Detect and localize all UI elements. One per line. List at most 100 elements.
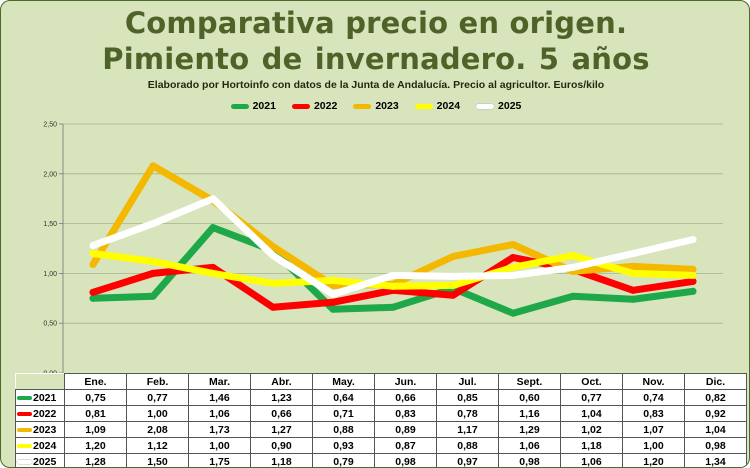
data-point-2025	[509, 271, 517, 279]
data-label: 1,75	[188, 453, 251, 467]
data-point-2022	[269, 303, 277, 311]
data-label: 0,98	[374, 453, 437, 467]
data-point-2024	[329, 276, 337, 284]
y-tick-label: 2,50	[43, 122, 57, 129]
data-point-2025	[569, 263, 577, 271]
data-label: 0,71	[312, 405, 375, 422]
chart-title-line2: Pimiento de invernadero. 5 años	[102, 42, 650, 76]
data-label: 1,29	[498, 421, 561, 438]
x-tick-label: Mar.	[188, 373, 251, 390]
table-row: 2021 0,75 0,77 1,46 1,23 0,64 0,66 0,85 0,60 0,77…	[15, 389, 747, 406]
row-swatch	[17, 443, 32, 448]
data-label: 1,23	[250, 389, 313, 406]
data-label: 0,79	[312, 453, 375, 467]
data-point-2022	[209, 263, 217, 271]
row-series-name: 2024	[33, 439, 57, 452]
legend-swatch	[476, 103, 495, 109]
data-point-2023	[449, 252, 457, 260]
row-swatch	[17, 427, 32, 432]
y-tick-label: 0,50	[43, 321, 57, 328]
data-label: 1,12	[126, 437, 189, 454]
legend-label: 2024	[436, 100, 461, 112]
data-label: 0,77	[126, 389, 189, 406]
legend-item-2025: 2025	[476, 98, 521, 114]
data-label: 1,73	[188, 421, 251, 438]
table-row: 2022 0,81 1,00 1,06 0,66 0,71 0,83 0,78 1,16 1,04…	[15, 405, 747, 422]
data-label: 0,92	[684, 405, 747, 422]
legend-label: 2021	[252, 100, 276, 112]
row-series-name: 2021	[33, 391, 57, 404]
data-point-2022	[149, 269, 157, 277]
table-row: 2025 1,28 1,50 1,75 1,18 0,79 0,98 0,97 0,98 1,06…	[15, 453, 747, 467]
y-tick-label: 0,00	[43, 371, 57, 374]
data-label: 0,83	[622, 405, 685, 422]
data-label: 0,97	[436, 453, 499, 467]
y-tick-label: 2,00	[43, 171, 57, 178]
y-tick-label: 1,50	[43, 221, 57, 228]
data-label: 0,88	[312, 421, 375, 438]
data-point-2023	[509, 241, 517, 249]
data-label: 1,06	[560, 453, 623, 467]
x-tick-label: Ene.	[64, 373, 127, 390]
line-chart: 0,00 0,50 1,00 1,50 2,00 2,50	[43, 122, 723, 374]
x-tick-label: Jul.	[436, 373, 499, 390]
data-label: 0,60	[498, 389, 561, 406]
data-label: 0,74	[622, 389, 685, 406]
data-point-2021	[509, 309, 517, 317]
data-point-2021	[629, 295, 637, 303]
data-label: 0,75	[64, 389, 127, 406]
row-swatch	[17, 411, 32, 416]
data-point-2025	[329, 290, 337, 298]
data-point-2024	[149, 257, 157, 265]
table-row: 2024 1,20 1,12 1,00 0,90 0,93 0,87 0,88 1,06 1,18…	[15, 437, 747, 454]
row-series-name: 2023	[33, 423, 57, 436]
table-row-header: 2024	[15, 437, 65, 454]
data-point-2021	[689, 287, 697, 295]
data-label: 1,20	[622, 453, 685, 467]
data-point-2024	[569, 251, 577, 259]
data-point-2024	[209, 269, 217, 277]
data-point-2022	[89, 288, 97, 296]
data-label: 0,90	[250, 437, 313, 454]
data-label: 1,02	[560, 421, 623, 438]
data-point-2023	[689, 265, 697, 273]
data-label: 1,17	[436, 421, 499, 438]
data-label: 0,87	[374, 437, 437, 454]
legend-label: 2022	[313, 100, 338, 112]
data-point-2021	[209, 224, 217, 232]
data-label: 1,18	[560, 437, 623, 454]
x-tick-label: Nov.	[622, 373, 685, 390]
data-label: 1,46	[188, 389, 251, 406]
data-label: 1,28	[64, 453, 127, 467]
data-label: 0,81	[64, 405, 127, 422]
data-table: Ene. Feb. Mar. Abr. May. Jun. Jul. Sept. Oct. Nov…	[15, 373, 747, 467]
data-label: 1,20	[64, 437, 127, 454]
data-label: 0,83	[374, 405, 437, 422]
data-point-2025	[449, 272, 457, 280]
data-point-2021	[329, 305, 337, 313]
x-tick-label: Feb.	[126, 373, 189, 390]
row-swatch	[17, 459, 32, 464]
chart-legend: 2021 2022 2023 2024 2025	[1, 98, 749, 114]
x-tick-label: Jun.	[374, 373, 437, 390]
x-tick-label: Abr.	[250, 373, 313, 390]
legend-item-2022: 2022	[291, 98, 338, 114]
data-label: 1,34	[684, 453, 747, 467]
table-corner	[15, 373, 65, 390]
data-label: 1,00	[188, 437, 251, 454]
x-tick-label: May.	[312, 373, 375, 390]
legend-item-2021: 2021	[230, 98, 276, 114]
data-label: 1,04	[560, 405, 623, 422]
data-point-2022	[449, 291, 457, 299]
table-header-row: Ene. Feb. Mar. Abr. May. Jun. Jul. Sept. Oct. Nov…	[15, 373, 747, 390]
data-point-2024	[269, 279, 277, 287]
data-point-2022	[689, 277, 697, 285]
data-point-2022	[509, 253, 517, 261]
data-label: 1,18	[250, 453, 313, 467]
data-point-2024	[509, 263, 517, 271]
data-label: 1,09	[64, 421, 127, 438]
row-swatch	[17, 395, 32, 400]
data-point-2025	[629, 249, 637, 257]
data-point-2022	[329, 298, 337, 306]
